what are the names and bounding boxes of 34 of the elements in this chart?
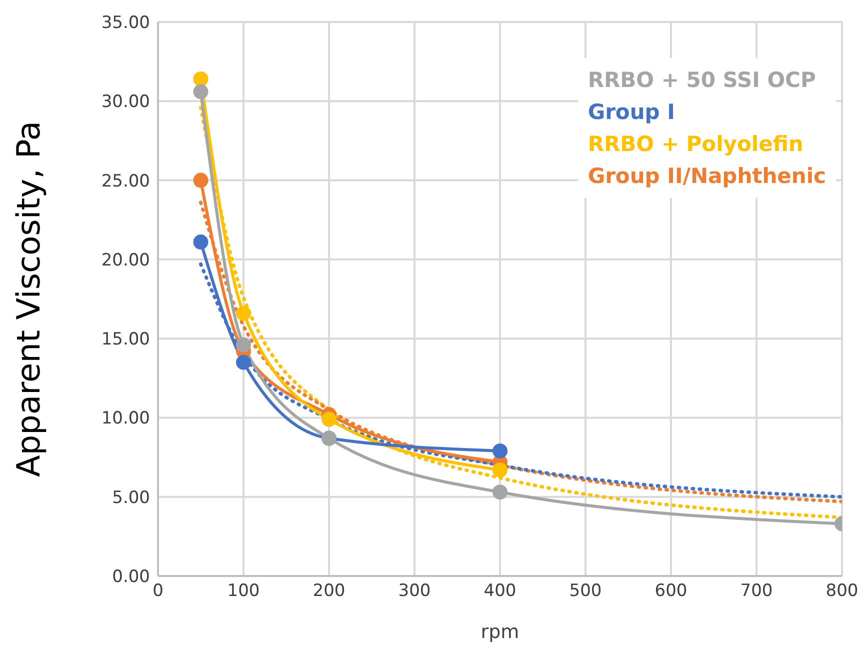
x-tick-label: 100 <box>227 581 260 602</box>
x-tick-label: 0 <box>152 581 164 602</box>
y-tick-label: 25.00 <box>101 171 150 192</box>
text: Group I <box>588 99 676 126</box>
text: RRBO + 50 SSI OCP <box>588 67 817 94</box>
point <box>193 234 208 250</box>
point <box>193 84 208 100</box>
text: Group II/Naphthenic <box>588 163 826 190</box>
x-tick-label: 200 <box>312 581 346 602</box>
y-tick-label: 0.00 <box>112 567 150 588</box>
point <box>492 443 508 458</box>
x-tick-label: 600 <box>654 581 688 602</box>
x-tick-label: 300 <box>398 581 431 602</box>
x-axis-title: rpm <box>480 621 520 643</box>
x-tick-label: 800 <box>826 581 858 602</box>
x-tick-label: 500 <box>569 581 602 602</box>
x-tick-label: 700 <box>740 581 773 602</box>
point <box>236 306 251 321</box>
point <box>193 71 208 86</box>
y-tick-label: 35.00 <box>101 13 150 34</box>
y-axis-title: Apparent Viscosity, Pa <box>9 120 48 478</box>
y-tick-label: 20.00 <box>101 250 150 270</box>
y-tick-label: 10.00 <box>101 408 150 429</box>
x-tick-label: 400 <box>484 581 516 602</box>
point <box>492 462 508 478</box>
point <box>322 412 336 427</box>
y-tick-label: 30.00 <box>101 92 150 112</box>
point <box>492 484 508 500</box>
y-tick-label: 5.00 <box>112 488 150 508</box>
y-tick-label: 15.00 <box>101 330 150 350</box>
text: RRBO + Polyolefin <box>588 131 804 158</box>
point <box>193 172 208 188</box>
point <box>236 354 251 370</box>
point <box>236 337 251 352</box>
